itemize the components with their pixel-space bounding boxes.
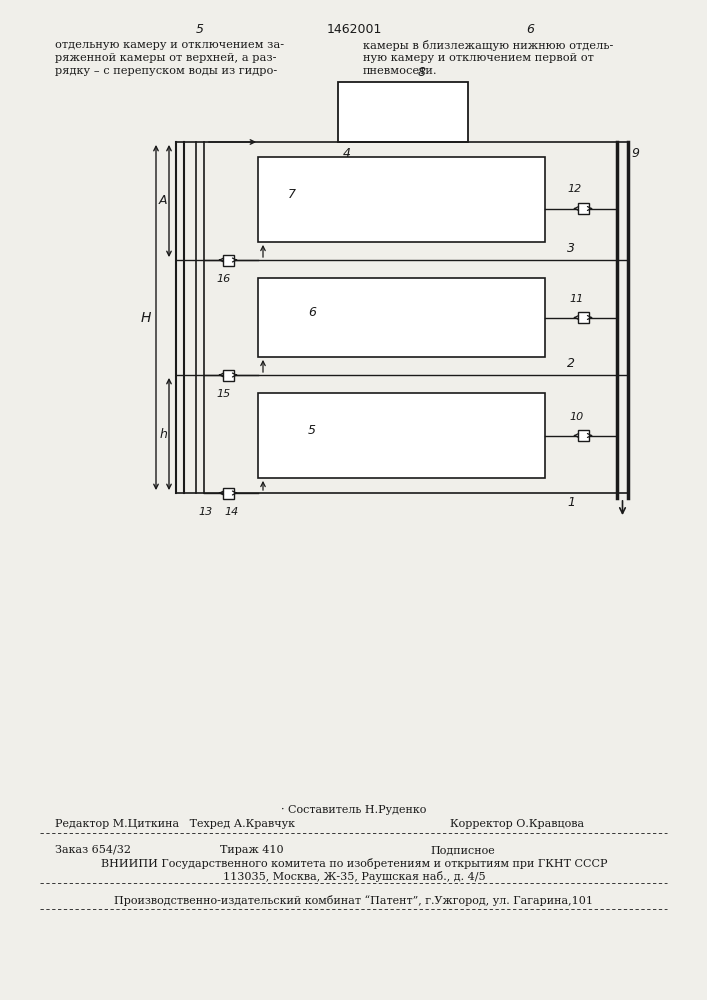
Text: 5: 5 [308,424,316,437]
Text: Производственно-издательский комбинат “Патент”, г.Ужгород, ул. Гагарина,101: Производственно-издательский комбинат “П… [115,895,593,906]
Text: Тираж 410: Тираж 410 [220,845,284,855]
Bar [338,82,468,142]
Text: 11: 11 [570,294,584,304]
Bar [258,393,545,478]
Text: 16: 16 [217,274,231,284]
Text: камеры в близлежащую нижнюю отдель-: камеры в близлежащую нижнюю отдель- [363,40,614,51]
Bar [578,430,588,441]
Bar [258,278,545,357]
Text: 6: 6 [308,306,316,319]
Text: 4: 4 [343,147,351,160]
Text: ряженной камеры от верхней, а раз-: ряженной камеры от верхней, а раз- [55,53,276,63]
Text: рядку – с перепуском воды из гидро-: рядку – с перепуском воды из гидро- [55,66,277,76]
Text: 5: 5 [196,23,204,36]
Text: ную камеру и отключением первой от: ную камеру и отключением первой от [363,53,594,63]
Text: ВНИИПИ Государственного комитета по изобретениям и открытиям при ГКНТ СССР: ВНИИПИ Государственного комитета по изоб… [101,858,607,869]
Text: H: H [141,310,151,324]
Text: 2: 2 [567,357,575,370]
Text: отдельную камеру и отключением за-: отдельную камеру и отключением за- [55,40,284,50]
Text: 13: 13 [199,507,213,517]
Text: 15: 15 [217,389,231,399]
Text: 1462001: 1462001 [327,23,382,36]
Bar [578,312,588,323]
Text: Подписное: Подписное [430,845,495,855]
Bar [258,157,545,242]
Text: пневмосети.: пневмосети. [363,66,438,76]
Bar [578,203,588,214]
Text: 113035, Москва, Ж-35, Раушская наб., д. 4/5: 113035, Москва, Ж-35, Раушская наб., д. … [223,871,485,882]
Text: 10: 10 [570,412,584,422]
Text: Заказ 654/32: Заказ 654/32 [55,845,131,855]
Text: h: h [159,428,167,440]
Text: 3: 3 [567,242,575,255]
Text: A: A [158,194,167,208]
Text: · Составитель Н.Руденко: · Составитель Н.Руденко [281,805,427,815]
Bar [223,369,233,380]
Text: Корректор О.Кравцова: Корректор О.Кравцова [450,819,584,829]
Text: 7: 7 [288,188,296,201]
Text: Редактор М.Циткина   Техред А.Кравчук: Редактор М.Циткина Техред А.Кравчук [55,819,295,829]
Bar [223,254,233,265]
Text: 12: 12 [568,184,582,194]
Text: 8: 8 [418,66,426,79]
Text: 14: 14 [225,507,239,517]
Text: 9: 9 [631,147,639,160]
Bar [223,488,233,498]
Text: 1: 1 [567,496,575,509]
Text: 6: 6 [526,23,534,36]
